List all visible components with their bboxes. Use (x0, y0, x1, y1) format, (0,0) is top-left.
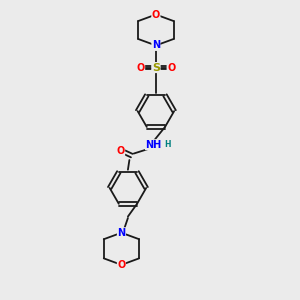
Text: O: O (116, 146, 125, 156)
Text: O: O (117, 260, 126, 270)
Text: H: H (164, 140, 170, 149)
Text: N: N (117, 228, 125, 238)
Text: O: O (152, 10, 160, 20)
Text: O: O (136, 63, 145, 73)
Text: S: S (152, 63, 160, 73)
Text: NH: NH (146, 140, 162, 150)
Text: N: N (152, 40, 160, 50)
Text: O: O (167, 63, 175, 73)
